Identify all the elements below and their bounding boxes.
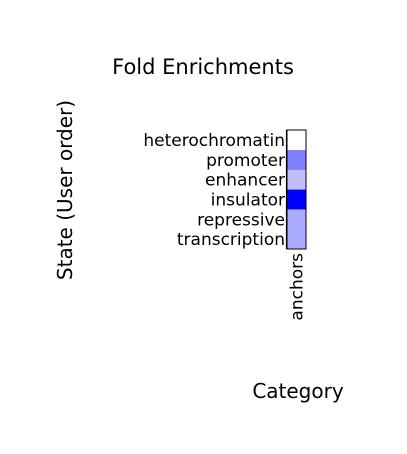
chart-title: Fold Enrichments (112, 55, 294, 79)
heatmap-cells (287, 130, 306, 250)
row-label-enhancer: enhancer (205, 171, 285, 191)
row-label-insulator: insulator (211, 191, 285, 211)
heatmap-border (286, 129, 307, 250)
y-axis-label: State (User order) (53, 100, 77, 280)
heatmap-cell-repressive-anchors (287, 209, 306, 230)
heatmap-cell-transcription-anchors (287, 229, 306, 250)
row-label-repressive: repressive (197, 210, 285, 230)
row-tick-labels: heterochromatinpromoterenhancerinsulator… (143, 131, 285, 250)
x-axis-label: Category (252, 379, 344, 403)
heatmap-cell-enhancer-anchors (287, 169, 306, 190)
heatmap-cell-promoter-anchors (287, 150, 306, 171)
heatmap-cell-heterochromatin-anchors (287, 130, 306, 151)
row-label-promoter: promoter (206, 151, 285, 171)
heatmap-cell-insulator-anchors (287, 189, 306, 210)
row-label-transcription: transcription (177, 230, 285, 250)
column-label-anchors: anchors (288, 253, 308, 321)
column-tick-labels: anchors (288, 253, 308, 321)
row-label-heterochromatin: heterochromatin (143, 131, 285, 151)
